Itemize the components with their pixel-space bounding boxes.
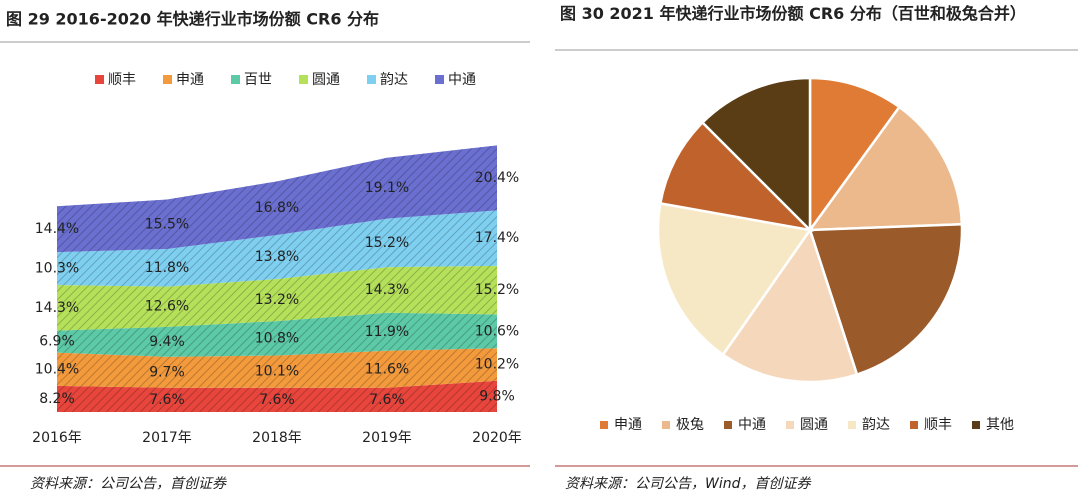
legend-swatch [662,421,670,429]
legend-label: 申通 [176,72,204,88]
legend-swatch [299,75,308,84]
legend-label: 中通 [448,72,476,88]
data-label: 6.9% [39,334,75,350]
data-label: 9.4% [149,334,185,350]
data-label: 7.6% [259,392,295,408]
data-label: 11.9% [365,324,409,340]
legend-swatch [435,75,444,84]
legend-label: 中通 [738,417,766,433]
legend-swatch [848,421,856,429]
data-label: 14.3% [365,282,409,298]
chart-title-box: 图 30 2021 年快递行业市场份额 CR6 分布（百世和极兔合并） [560,4,1026,23]
data-label: 15.2% [475,282,519,298]
legend-label: 极兔 [676,417,704,433]
data-label: 14.4% [35,221,79,237]
data-label: 13.8% [255,249,299,265]
legend-swatch [724,421,732,429]
data-label: 10.6% [475,323,519,339]
chart-title: 图 29 2016-2020 年快递行业市场份额 CR6 分布 [6,10,379,29]
data-label: 10.8% [255,330,299,346]
data-label: 10.4% [35,361,79,377]
pie-slice [658,120,814,232]
legend-label: 其他 [986,417,1014,433]
data-label: 7.6% [369,392,405,408]
source-note: 资料来源：公司公告，Wind，首创证券 [565,476,811,492]
legend-label: 顺丰 [108,72,136,88]
legend-label: 韵达 [380,72,408,88]
data-label: 16.8% [255,200,299,216]
data-label: 11.8% [145,260,189,276]
data-label: 10.3% [35,261,79,277]
data-label: 14.3% [35,300,79,316]
legend-label: 百世 [244,72,272,88]
data-label: 15.2% [365,235,409,251]
x-tick-label: 2017年 [142,430,192,446]
legend-swatch [367,75,376,84]
legend-label: 韵达 [862,417,890,433]
area [57,210,497,287]
area [57,348,497,388]
data-label: 11.6% [365,361,409,377]
chart-title: 图 30 2021 年快递行业市场份额 CR6 分布（百世和极兔合并） [560,4,1026,23]
legend-label: 圆通 [800,417,828,433]
pie-slice [807,105,964,232]
legend-swatch [786,421,794,429]
data-label: 7.6% [149,392,185,408]
x-tick-label: 2019年 [362,430,412,446]
data-label: 12.6% [145,299,189,315]
area [57,265,497,331]
data-label: 15.5% [145,216,189,232]
data-label: 17.4% [475,230,519,246]
legend-label: 顺丰 [924,417,952,433]
legend-swatch [600,421,608,429]
legend-swatch [231,75,240,84]
pie-slice [700,76,812,234]
area [57,312,497,357]
x-tick-label: 2020年 [472,430,522,446]
data-label: 19.1% [365,180,409,196]
x-tick-label: 2016年 [32,430,82,446]
data-label: 20.4% [475,170,519,186]
legend-swatch [163,75,172,84]
legend-swatch [972,421,980,429]
data-label: 10.1% [255,364,299,380]
area [57,380,497,412]
source-note: 资料来源：公司公告，首创证券 [30,476,227,492]
legend-label: 申通 [614,417,642,433]
x-tick-label: 2018年 [252,430,302,446]
legend-swatch [910,421,918,429]
pie-slice [808,76,902,234]
data-label: 9.7% [149,364,185,380]
data-label: 9.8% [479,388,515,404]
pie-slice [721,227,859,384]
legend-label: 圆通 [312,72,340,88]
area [57,145,497,253]
pie-slice [656,201,813,357]
data-label: 10.2% [475,356,519,372]
legend-swatch [95,75,104,84]
pie-slice [808,222,964,377]
data-label: 8.2% [39,391,75,407]
data-label: 13.2% [255,292,299,308]
